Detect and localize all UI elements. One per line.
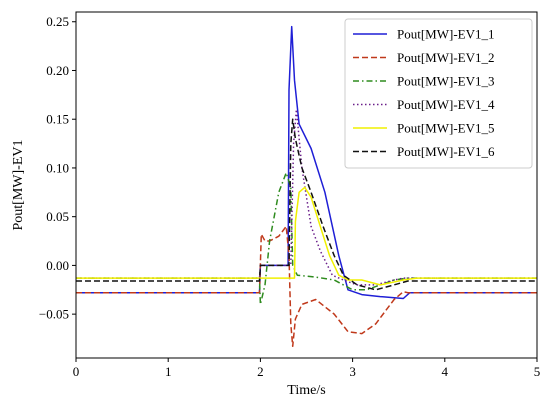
legend-box (344, 18, 533, 169)
series-line-1 (76, 25, 537, 300)
x-tick-label: 2 (257, 364, 264, 379)
plot-frame (75, 11, 538, 359)
series-line-6 (76, 118, 537, 291)
x-tick-label: 3 (349, 364, 356, 379)
y-axis-label: Pout[MW]-EV1 (11, 140, 26, 231)
x-tick-label: 4 (442, 364, 449, 379)
x-tick-label: 1 (165, 364, 172, 379)
legend: Pout[MW]-EV1_1 Pout[MW]-EV1_2 Pout[MW]-EV1… (344, 18, 533, 169)
y-tick-label: 0.20 (46, 63, 69, 78)
x-tick-label: 5 (534, 364, 541, 379)
y-tick-label: −0.05 (39, 307, 69, 322)
y-tick-label: 0.05 (46, 209, 69, 224)
legend-label-5: Pout[MW]-EV1_5 (397, 121, 495, 136)
legend-label-4: Pout[MW]-EV1_4 (397, 97, 495, 112)
y-tick-label: 0.00 (46, 258, 69, 273)
y-tick-label: 0.10 (46, 160, 69, 175)
series-layer (76, 25, 537, 348)
legend-label-1: Pout[MW]-EV1_1 (397, 27, 495, 42)
ticks-layer: 0 1 2 3 4 5 −0.05 0.00 0.05 0.10 0.15 0.20 0.25 (39, 14, 540, 379)
series-line-3 (76, 172, 537, 306)
legend-label-3: Pout[MW]-EV1_3 (397, 74, 495, 89)
x-tick-label: 0 (73, 364, 80, 379)
legend-label-6: Pout[MW]-EV1_6 (397, 144, 495, 159)
y-tick-label: 0.25 (46, 14, 69, 29)
legend-label-2: Pout[MW]-EV1_2 (397, 50, 495, 65)
series-line-5 (76, 186, 537, 286)
x-axis-label: Time/s (287, 383, 325, 398)
series-line-4 (76, 108, 537, 286)
series-line-2 (76, 225, 537, 348)
y-tick-label: 0.15 (46, 112, 69, 127)
